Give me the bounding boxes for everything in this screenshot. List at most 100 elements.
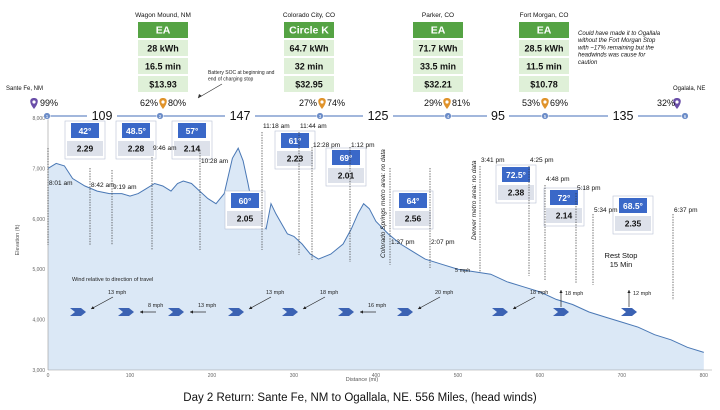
- chevron-right-icon: [282, 308, 298, 316]
- soc-arrive-label: 29%: [424, 98, 442, 108]
- wind-arrowhead: [559, 290, 563, 293]
- charging-network-label: Circle K: [289, 25, 329, 37]
- efficiency-box: 60° 2.05: [224, 190, 266, 230]
- y-tick-label: 6,000: [32, 217, 45, 223]
- efficiency-box: 69° 2.01: [325, 147, 367, 187]
- charging-time-label: 32 min: [295, 62, 324, 72]
- route-marker-2: [156, 112, 164, 120]
- charging-time-box: [519, 58, 569, 74]
- temperature-box: [550, 190, 578, 205]
- route-marker-label: 5: [544, 114, 547, 119]
- charging-pin-icon-dot: [320, 100, 324, 104]
- efficiency-value-box: [546, 208, 582, 223]
- wind-arrowhead: [418, 306, 422, 309]
- efficiency-box: 42° 2.29: [64, 120, 106, 160]
- efficiency-label: 2.14: [184, 144, 201, 154]
- route-marker-4: [444, 112, 452, 120]
- charging-stop-card: Fort Morgan, CO EA 28.5 kWh 11.5 min $10.78: [519, 12, 569, 92]
- time-label: 2:07 pm: [431, 239, 455, 246]
- could-have-note-line: with ~17% remaining but the: [578, 45, 655, 51]
- charging-kwh-label: 28.5 kWh: [524, 44, 563, 54]
- temperature-box: [619, 198, 647, 213]
- time-label: 1:37 pm: [391, 239, 415, 246]
- charging-kwh-box: [519, 40, 569, 56]
- segment-miles-label: 147: [230, 109, 251, 123]
- soc-depart-label: 80%: [168, 98, 186, 108]
- charging-kwh-box: [413, 40, 463, 56]
- wind-arrow: [302, 296, 326, 310]
- wind-speed-label: 13 mph: [266, 290, 284, 296]
- y-tick-label: 4,000: [32, 318, 45, 324]
- charging-city-label: Parker, CO: [422, 12, 454, 19]
- charging-cost-box: [413, 76, 463, 92]
- charging-pin-icon-dot: [445, 100, 449, 104]
- segment-miles-label: 95: [491, 109, 505, 123]
- wind-arrow: [90, 296, 114, 310]
- efficiency-value-box: [395, 211, 431, 226]
- start-city-label: Sante Fe, NM: [6, 86, 43, 92]
- time-label: 5:34 pm: [594, 207, 618, 214]
- efficiency-box: 48.5° 2.28: [115, 120, 157, 160]
- charging-kwh-label: 28 kWh: [147, 44, 179, 54]
- chevron-right-icon: [118, 308, 134, 316]
- elevation-area-layer: [47, 147, 704, 370]
- chevron-right-icon: [397, 308, 413, 316]
- soc-arrive-label: 27%: [299, 98, 317, 108]
- charging-time-label: 33.5 min: [420, 62, 456, 72]
- charging-pin-icon: [318, 98, 326, 109]
- time-label: 8:01 am: [49, 180, 73, 187]
- soc-arrive-label: 53%: [522, 98, 540, 108]
- route-marker-label: 4: [447, 114, 450, 119]
- temperature-box: [122, 123, 150, 138]
- wind-speed-label: 16 mph: [368, 303, 386, 309]
- x-tick-label: 500: [454, 373, 463, 379]
- x-tick-label: 800: [700, 373, 709, 379]
- time-label: 9:19 am: [113, 184, 137, 191]
- efficiency-label: 2.56: [405, 214, 422, 224]
- charging-city-label: Colorado City, CO: [283, 12, 335, 19]
- temperature-box: [231, 193, 259, 208]
- charging-network-label: EA: [431, 25, 446, 37]
- temperature-label: 64°: [407, 196, 420, 206]
- soc-arrive-label: 62%: [140, 98, 158, 108]
- end-soc-label: 32%: [657, 98, 675, 108]
- time-label: 1:12 pm: [351, 142, 375, 149]
- time-label: 6:37 pm: [674, 207, 698, 214]
- efficiency-value-box: [118, 141, 154, 156]
- segment-miles-label: 135: [613, 109, 634, 123]
- could-have-note-line: Could have made it to Ogallala: [578, 31, 661, 37]
- route-marker-label: 1: [46, 114, 49, 119]
- charging-pin-icon: [159, 98, 167, 109]
- time-label: 3:41 pm: [481, 157, 505, 164]
- time-label: 11:18 am: [263, 123, 290, 130]
- segment-miles-label: 125: [368, 109, 389, 123]
- efficiency-box: 72.5° 2.38: [495, 164, 537, 204]
- wind-speed-label: 8 mph: [148, 303, 163, 309]
- y-tick-label: 8,000: [32, 116, 45, 122]
- denver-note: Denver metro area: no data: [471, 160, 478, 240]
- x-tick-label: 700: [618, 373, 627, 379]
- efficiency-label: 2.14: [556, 211, 573, 221]
- charging-kwh-box: [138, 40, 188, 56]
- chart-title: Day 2 Return: Sante Fe, NM to Ogallala, …: [183, 392, 537, 404]
- time-label: 5:18 pm: [577, 185, 601, 192]
- efficiency-box: 61° 2.23: [274, 130, 316, 170]
- wind-indicator: 18 mph: [282, 290, 338, 316]
- temperature-label: 57°: [186, 126, 199, 136]
- charging-kwh-label: 71.7 kWh: [418, 44, 457, 54]
- end-city-label: Ogalala, NE: [673, 86, 705, 92]
- battery-note-line: Battery SOC at beginning and: [208, 70, 275, 76]
- chevron-right-icon: [228, 308, 244, 316]
- time-label: 9:46 am: [153, 145, 177, 152]
- x-tick-label: 200: [208, 373, 217, 379]
- chevron-right-icon: [621, 308, 637, 316]
- charging-city-label: Fort Morgan, CO: [520, 12, 569, 19]
- wind-arrow: [512, 296, 536, 310]
- efficiency-box-layer: 42° 2.29 48.5° 2.28 57° 2.14 60° 2.05 61° 2.23 69°…: [64, 120, 654, 235]
- efficiency-label: 2.05: [237, 214, 254, 224]
- could-have-note-line: without the Fort Morgan Stop: [578, 38, 656, 44]
- soc-depart-label: 81%: [452, 98, 470, 108]
- efficiency-label: 2.23: [287, 154, 304, 164]
- elevation-area-fill: [48, 148, 704, 370]
